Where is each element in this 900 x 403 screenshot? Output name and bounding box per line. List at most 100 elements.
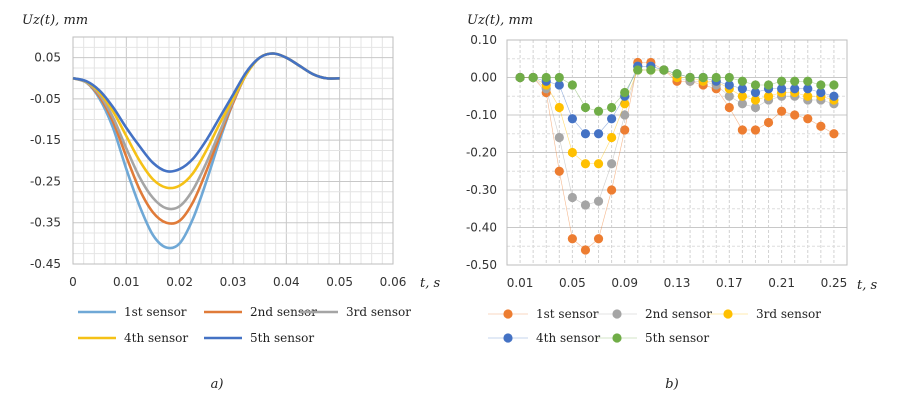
data-point-s2	[554, 132, 564, 143]
data-point-s4	[724, 80, 734, 90]
legend-label: 3rd sensor	[346, 305, 411, 319]
data-point-s1	[763, 117, 774, 128]
legend-label: 4th sensor	[536, 331, 600, 345]
data-point-s1	[554, 166, 564, 176]
data-point-s5	[515, 72, 525, 83]
panel-label-a: a)	[211, 377, 224, 392]
y-tick-label: -0.10	[466, 108, 497, 122]
data-point-s1	[790, 110, 800, 120]
data-point-s4	[567, 114, 577, 124]
data-point-s5	[803, 76, 813, 86]
legend-label: 2nd sensor	[645, 307, 712, 321]
data-point-s2	[607, 159, 617, 169]
x-tick-label: 0.25	[821, 276, 848, 290]
y-tick-label: -0.50	[466, 258, 497, 272]
data-point-s2	[750, 102, 761, 113]
data-point-s5	[737, 76, 747, 86]
data-point-s5	[790, 76, 800, 86]
data-point-s2	[567, 192, 577, 203]
data-point-s1	[593, 234, 604, 244]
x-tick-label: 0.03	[220, 275, 247, 289]
y-tick-label: -0.15	[30, 133, 61, 147]
x-tick-label: 0.17	[716, 276, 743, 290]
data-point-s1	[580, 245, 591, 255]
legend-label: 5th sensor	[250, 331, 314, 345]
data-point-s1	[816, 121, 826, 131]
x-axis-title: t, s	[420, 276, 440, 291]
data-point-s1	[737, 125, 747, 135]
data-point-s5	[829, 80, 839, 90]
data-point-s5	[816, 80, 826, 90]
y-tick-label: -0.30	[466, 183, 497, 197]
legend-label: 1st sensor	[536, 307, 599, 321]
x-tick-label: 0.02	[166, 275, 193, 289]
data-point-s4	[607, 114, 617, 124]
legend-swatch-marker	[612, 333, 622, 343]
data-point-s2	[580, 200, 591, 210]
data-point-s1	[750, 125, 761, 135]
data-point-s3	[580, 159, 591, 169]
x-tick-label: 0.05	[326, 275, 353, 289]
series-line-5	[72, 52, 340, 173]
y-axis-title: Uz(t), mm	[22, 13, 88, 28]
data-point-s4	[803, 84, 813, 94]
y-tick-label: -0.05	[30, 92, 61, 106]
data-point-s1	[829, 129, 839, 139]
data-point-s3	[593, 159, 604, 169]
y-tick-label: -0.40	[466, 221, 497, 235]
data-point-s5	[777, 76, 787, 86]
y-tick-label: 0.10	[470, 33, 497, 47]
data-point-s5	[724, 72, 734, 83]
chart-panel-b: 0.01 0.05 0.09 0.13 0.17 0.21 0.25 0.10 0.00 -0.1…	[466, 13, 878, 392]
data-point-s4	[750, 87, 761, 98]
x-axis-title: t, s	[857, 278, 877, 293]
y-tick-label: 0.00	[470, 71, 497, 85]
data-point-s5	[685, 72, 695, 83]
data-point-s5	[567, 80, 577, 90]
data-point-s4	[737, 84, 747, 94]
data-point-s5	[633, 65, 643, 75]
legend-swatch-marker	[503, 309, 513, 319]
x-tick-label: 0.01	[507, 276, 534, 290]
data-point-s5	[607, 102, 617, 113]
data-point-s1	[803, 114, 813, 124]
legend-label: 5th sensor	[645, 331, 709, 345]
data-point-s4	[816, 87, 826, 98]
x-tick-label: 0.13	[664, 276, 691, 290]
legend-swatch-marker	[503, 333, 513, 343]
data-point-s5	[620, 87, 630, 98]
data-point-s5	[528, 72, 538, 83]
data-point-s1	[620, 125, 630, 135]
x-tick-label: 0.01	[113, 275, 140, 289]
data-point-s1	[607, 185, 617, 195]
data-point-s4	[829, 91, 839, 101]
panel-label-b: b)	[665, 377, 678, 392]
plot-area	[72, 36, 394, 265]
data-point-s5	[750, 80, 761, 90]
legend-label: 1st sensor	[124, 305, 187, 319]
data-point-s2	[724, 91, 734, 101]
y-tick-label: -0.25	[30, 174, 61, 188]
data-point-s3	[803, 91, 813, 101]
y-tick-label: 0.05	[34, 51, 61, 65]
data-point-s5	[593, 106, 604, 116]
x-tick-label: 0.21	[768, 276, 795, 290]
data-point-s3	[763, 91, 774, 101]
data-point-s1	[724, 102, 734, 113]
data-point-s4	[580, 129, 591, 139]
x-tick-label: 0.06	[380, 275, 407, 289]
data-point-s5	[698, 72, 708, 83]
data-point-s4	[777, 84, 787, 94]
data-point-s3	[737, 91, 747, 101]
data-point-s1	[777, 106, 787, 116]
data-point-s3	[607, 132, 617, 143]
data-point-s3	[620, 99, 630, 109]
data-point-s5	[672, 69, 682, 79]
data-point-s5	[541, 72, 551, 83]
data-point-s3	[554, 102, 564, 113]
data-point-s2	[737, 99, 747, 109]
data-point-s1	[567, 234, 577, 244]
legend-swatch-marker	[723, 309, 733, 319]
data-point-s5	[646, 65, 656, 75]
data-point-s4	[554, 80, 564, 90]
